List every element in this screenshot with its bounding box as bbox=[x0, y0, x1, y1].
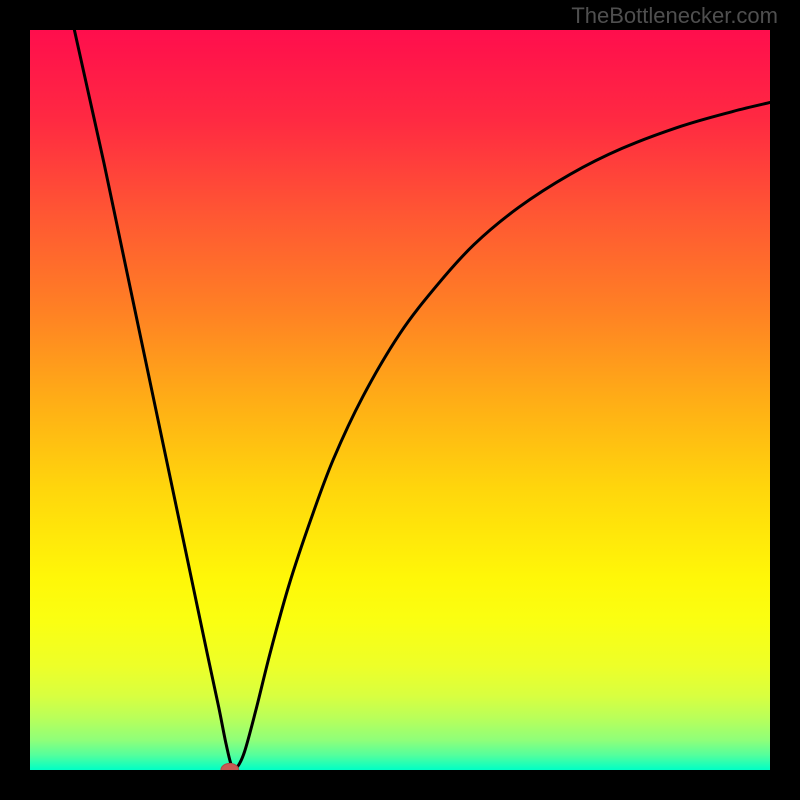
chart-container: { "chart": { "type": "line", "canvas": {… bbox=[0, 0, 800, 800]
minimum-marker bbox=[221, 763, 239, 770]
watermark-text: TheBottlenecker.com bbox=[571, 3, 778, 29]
plot-area bbox=[30, 30, 770, 770]
curve-svg bbox=[30, 30, 770, 770]
bottleneck-curve bbox=[74, 30, 770, 769]
